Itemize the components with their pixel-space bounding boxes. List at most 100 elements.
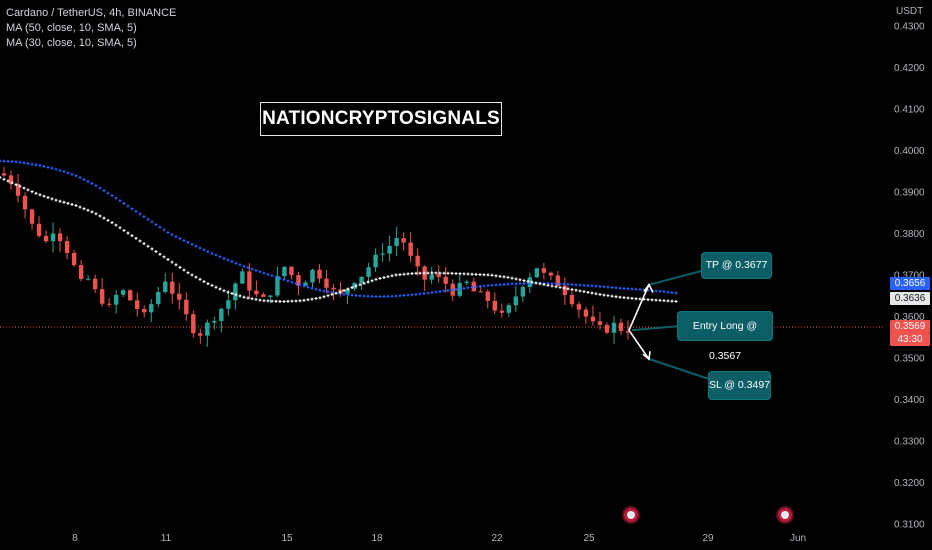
entry-callout[interactable]: Entry Long @ 0.3567 xyxy=(677,311,773,362)
candle-body xyxy=(128,290,133,301)
candle-body xyxy=(289,266,294,276)
ma-blue-point xyxy=(150,220,154,224)
ma-blue-point xyxy=(270,274,274,278)
ma-white-point xyxy=(566,287,570,291)
candle-body xyxy=(527,277,533,288)
ma-white-point xyxy=(454,272,458,276)
ma-white-point xyxy=(398,273,402,277)
ma-white-point xyxy=(614,295,618,299)
candle-body xyxy=(373,254,378,268)
tp-arrowhead xyxy=(643,282,654,293)
ma-white-point xyxy=(2,177,6,181)
sl-leader xyxy=(649,358,713,381)
chart-legend: Cardano / TetherUS, 4h, BINANCE MA (50, … xyxy=(6,6,176,51)
ma-white-point xyxy=(322,295,326,299)
ma-white-point xyxy=(146,244,150,248)
ma-white-price-tag: 0.3636 xyxy=(890,292,930,305)
candle-body xyxy=(485,291,490,301)
ma-blue-point xyxy=(138,212,142,216)
watermark-logo: NATIONCRYPTOSIGNALS xyxy=(260,102,502,136)
ma-white-point xyxy=(226,290,230,294)
ma-white-point xyxy=(514,277,518,281)
ma-blue-point xyxy=(166,231,170,235)
ma-blue-point xyxy=(586,284,590,288)
candle-body xyxy=(604,324,610,333)
ma-white-point xyxy=(158,252,162,256)
ma-white-point xyxy=(90,210,94,214)
ma-white-point xyxy=(10,181,14,185)
candle-body xyxy=(317,269,322,279)
ma-white-point xyxy=(666,299,670,303)
candles xyxy=(1,166,631,347)
ma-white-point xyxy=(138,239,142,243)
candle-body xyxy=(471,281,476,292)
sl-callout[interactable]: SL @ 0.3497 xyxy=(708,371,771,400)
ma-blue-price-tag: 0.3656 xyxy=(890,277,930,290)
candle-body xyxy=(99,289,105,304)
ma-white-point xyxy=(382,276,386,280)
ma-blue-point xyxy=(614,286,618,290)
ma-white-point xyxy=(118,226,122,230)
ma-white-point xyxy=(186,271,190,275)
time-tick-label: 18 xyxy=(371,533,383,544)
ma-white-point xyxy=(66,201,70,205)
ma-blue-point xyxy=(54,167,58,171)
ma-white-point xyxy=(590,291,594,295)
ma-white-point xyxy=(166,257,170,261)
candle-body xyxy=(1,173,7,176)
ma-blue-point xyxy=(218,255,222,259)
ma-blue-point xyxy=(458,287,462,291)
tp-callout[interactable]: TP @ 0.3677 xyxy=(701,252,772,279)
ma-blue-point xyxy=(42,164,46,168)
ma-white-point xyxy=(530,280,534,284)
ma-white-point xyxy=(430,271,434,275)
time-tick-label: 8 xyxy=(72,533,78,544)
ma-50-legend[interactable]: MA (50, close, 10, SMA, 5) xyxy=(6,22,137,34)
ma-white-point xyxy=(650,298,654,302)
symbol-title[interactable]: Cardano / TetherUS, 4h, BINANCE xyxy=(6,7,177,19)
ma-white-point xyxy=(426,271,430,275)
price-axis: 0.4300 0.4200 0.4100 0.4000 0.3900 0.3800 0.37… xyxy=(894,22,925,531)
ma-blue-point xyxy=(486,284,490,288)
ma-white-point xyxy=(130,234,134,238)
ma-blue-point xyxy=(626,287,630,291)
economic-event-icon[interactable] xyxy=(778,508,792,522)
ma-blue-point xyxy=(86,180,90,184)
candle-body xyxy=(50,233,56,242)
ma-blue-point xyxy=(194,244,198,248)
ma-white-point xyxy=(194,275,198,279)
ma-blue-point xyxy=(566,282,570,286)
candle-body xyxy=(198,333,203,336)
ma-blue-point xyxy=(502,282,506,286)
ma-white-point xyxy=(98,214,102,218)
candle-body xyxy=(331,287,336,290)
ma-blue-point xyxy=(514,282,518,286)
ma-white-point xyxy=(618,295,622,299)
ma-blue-point xyxy=(142,215,146,219)
ma-white-point xyxy=(406,272,410,276)
ma-blue-point xyxy=(438,290,442,294)
candle-body xyxy=(184,299,189,315)
ma-blue-point xyxy=(630,287,634,291)
ma-white-point xyxy=(106,218,110,222)
ma-blue-point xyxy=(30,162,34,166)
ma-white-point xyxy=(470,272,474,276)
ma-white-point xyxy=(570,288,574,292)
ma-white-point xyxy=(46,195,50,199)
candle-body xyxy=(548,272,554,276)
time-tick-label: 29 xyxy=(702,533,714,544)
economic-event-icon[interactable] xyxy=(624,508,638,522)
ma-blue-point xyxy=(322,289,326,293)
ma-blue-point xyxy=(558,282,562,286)
ma-blue-point xyxy=(278,276,282,280)
ma-blue-point xyxy=(634,287,638,291)
candle-body xyxy=(408,242,413,256)
ma-30-legend[interactable]: MA (30, close, 10, SMA, 5) xyxy=(6,37,137,49)
candle-body xyxy=(113,294,119,305)
candle-body xyxy=(387,245,392,254)
ma-blue-point xyxy=(506,282,510,286)
price-tick-label: 0.3300 xyxy=(894,437,925,448)
ma-white-point xyxy=(198,277,202,281)
price-tick-label: 0.3900 xyxy=(894,188,925,199)
